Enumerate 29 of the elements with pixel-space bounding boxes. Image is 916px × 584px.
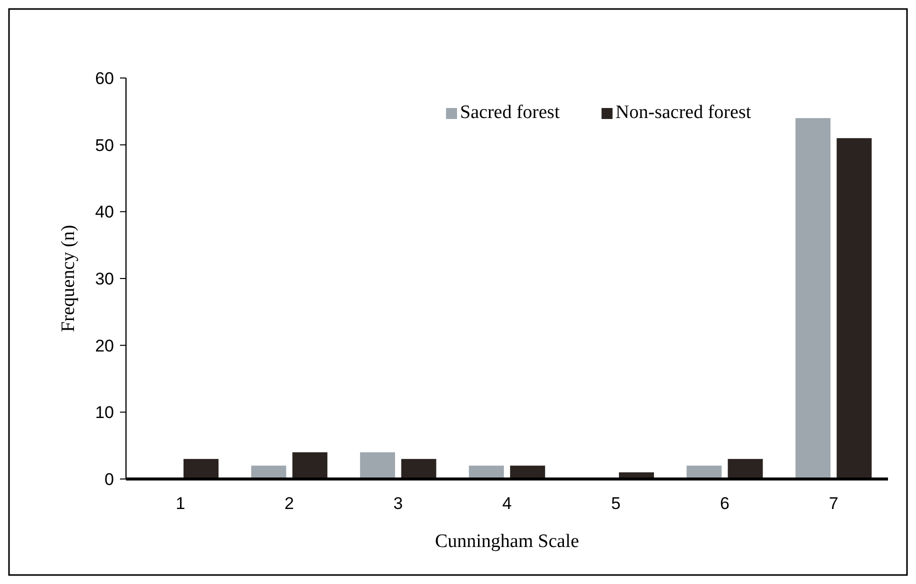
bar	[468, 466, 504, 479]
y-tick-label: 10	[95, 403, 114, 422]
bar	[836, 138, 872, 479]
x-axis-title: Cunningham Scale	[434, 531, 580, 552]
bar	[728, 458, 763, 479]
y-tick-label: 40	[95, 202, 114, 222]
bar	[795, 118, 830, 479]
x-tick-label: 2	[284, 494, 294, 513]
bar	[401, 458, 436, 479]
x-tick-label: 4	[502, 494, 512, 513]
y-tick-label: 50	[95, 136, 114, 155]
legend-label: Non-sacred forest	[616, 102, 752, 123]
x-tick-label: 6	[720, 494, 730, 513]
legend-label: Sacred forest	[460, 102, 560, 123]
y-tick-label: 30	[95, 269, 114, 288]
y-tick-label: 0	[104, 470, 114, 489]
bar	[292, 452, 328, 479]
x-tick-label: 3	[393, 494, 403, 513]
x-tick-label: 7	[828, 494, 838, 513]
bar	[251, 466, 286, 479]
x-tick-label: 5	[611, 494, 621, 513]
y-tick-label: 20	[95, 336, 114, 356]
y-axis-title: Frequency (n)	[58, 224, 79, 332]
y-tick-label: 60	[95, 68, 114, 88]
x-tick-label: 1	[176, 494, 186, 513]
bar	[184, 458, 219, 479]
bar	[360, 452, 396, 479]
bar	[510, 466, 546, 479]
bar	[686, 466, 722, 479]
